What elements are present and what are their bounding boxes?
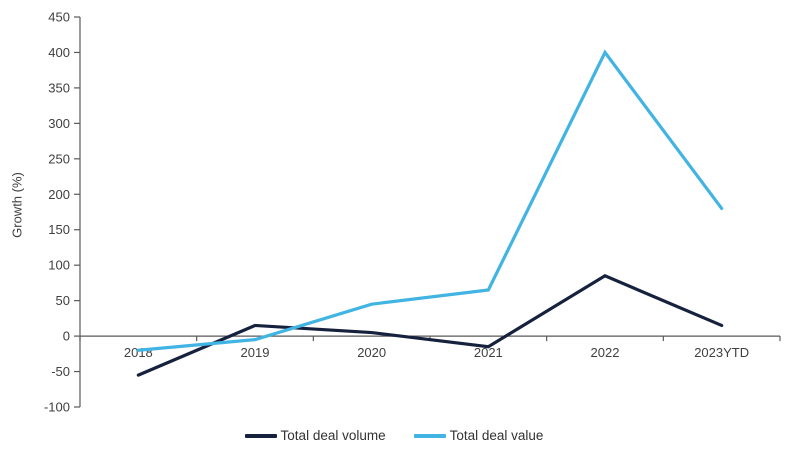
- legend-item-total-deal-value: Total deal value: [413, 428, 544, 443]
- y-tick-label: 50: [56, 293, 70, 308]
- x-tick-label: 2020: [357, 345, 386, 360]
- y-tick-label: 350: [48, 80, 70, 95]
- x-tick-label: 2019: [241, 345, 270, 360]
- y-axis: 450 400 350 300 250 200 150 100 50 0 -50 -100: [44, 10, 81, 415]
- legend: Total deal volume Total deal value: [0, 428, 788, 443]
- y-tick-label: 250: [48, 151, 70, 166]
- legend-swatch-value-line-icon: [413, 433, 446, 438]
- y-tick-label: 450: [48, 10, 70, 25]
- y-tick-label: -100: [44, 400, 70, 415]
- y-tick-label: 100: [48, 258, 70, 273]
- y-tick-label: 0: [63, 329, 70, 344]
- x-tick-label: 2023YTD: [694, 345, 749, 360]
- series-line-total-deal-volume: [136, 274, 724, 377]
- legend-label-total-deal-volume: Total deal volume: [280, 428, 386, 443]
- y-tick-label: 300: [48, 116, 70, 131]
- legend-swatch-volume-line-icon: [244, 433, 277, 438]
- y-axis-title: Growth (%): [9, 172, 25, 238]
- legend-label-total-deal-value: Total deal value: [449, 428, 544, 443]
- y-tick-label: 150: [48, 222, 70, 237]
- y-tick-label: 200: [48, 187, 70, 202]
- y-tick-label: -50: [51, 364, 70, 379]
- series-line-total-deal-value: [136, 49, 724, 352]
- x-tick-label: 2022: [591, 345, 620, 360]
- x-tick-label: 2018: [124, 345, 153, 360]
- y-tick-label: 400: [48, 45, 70, 60]
- legend-item-total-deal-volume: Total deal volume: [244, 428, 386, 443]
- x-tick-label: 2021: [474, 345, 503, 360]
